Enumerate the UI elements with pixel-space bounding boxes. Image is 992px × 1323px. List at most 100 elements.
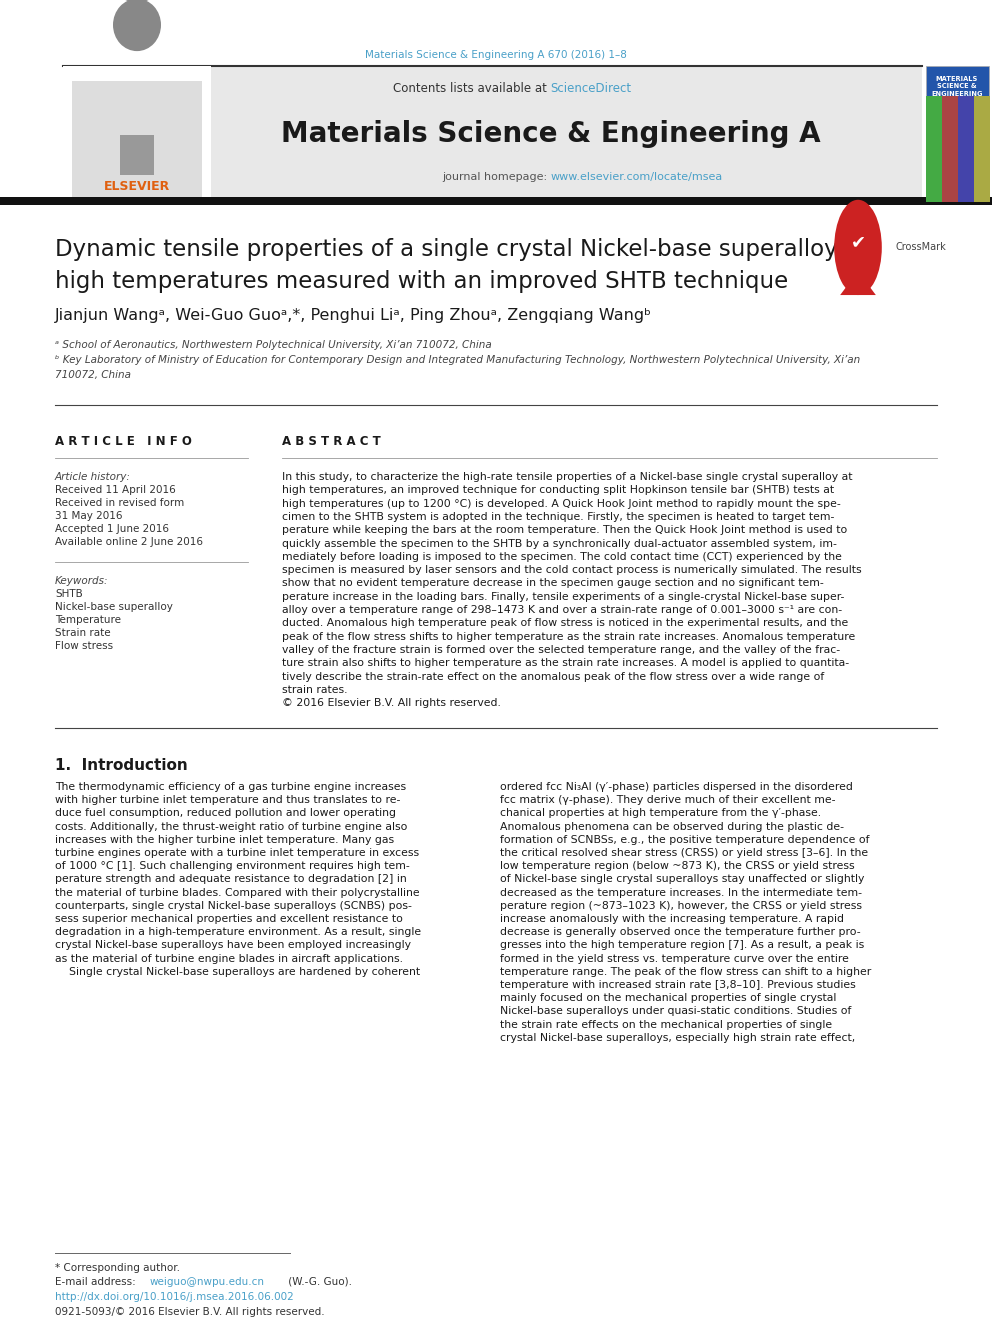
Text: Single crystal Nickel-base superalloys are hardened by coherent: Single crystal Nickel-base superalloys a… [55, 967, 421, 976]
Text: The thermodynamic efficiency of a gas turbine engine increases: The thermodynamic efficiency of a gas tu… [55, 782, 406, 792]
Text: E-mail address:: E-mail address: [55, 1277, 139, 1287]
Text: of 1000 °C [1]. Such challenging environment requires high tem-: of 1000 °C [1]. Such challenging environ… [55, 861, 410, 872]
Text: high temperatures, an improved technique for conducting split Hopkinson tensile : high temperatures, an improved technique… [282, 486, 834, 495]
Bar [958, 97, 974, 202]
Text: increase anomalously with the increasing temperature. A rapid: increase anomalously with the increasing… [500, 914, 844, 923]
Text: 710072, China: 710072, China [55, 370, 131, 380]
Text: crystal Nickel-base superalloys, especially high strain rate effect,: crystal Nickel-base superalloys, especia… [500, 1033, 855, 1043]
Text: Nickel-base superalloy: Nickel-base superalloy [55, 602, 173, 613]
Text: * Corresponding author.: * Corresponding author. [55, 1263, 180, 1273]
Text: crystal Nickel-base superalloys have been employed increasingly: crystal Nickel-base superalloys have bee… [55, 941, 411, 950]
Text: ELSEVIER: ELSEVIER [104, 180, 170, 193]
Text: increases with the higher turbine inlet temperature. Many gas: increases with the higher turbine inlet … [55, 835, 394, 845]
Text: gresses into the high temperature region [7]. As a result, a peak is: gresses into the high temperature region… [500, 941, 864, 950]
Text: Anomalous phenomena can be observed during the plastic de-: Anomalous phenomena can be observed duri… [500, 822, 844, 832]
Text: Available online 2 June 2016: Available online 2 June 2016 [55, 537, 203, 546]
Bar [926, 66, 989, 202]
Ellipse shape [113, 0, 161, 52]
Bar [72, 81, 202, 200]
Text: ✔: ✔ [850, 233, 866, 251]
Text: temperature range. The peak of the flow stress can shift to a higher: temperature range. The peak of the flow … [500, 967, 871, 976]
Text: tively describe the strain-rate effect on the anomalous peak of the flow stress : tively describe the strain-rate effect o… [282, 672, 824, 681]
Text: formation of SCNBSs, e.g., the positive temperature dependence of: formation of SCNBSs, e.g., the positive … [500, 835, 870, 845]
Text: MATERIALS
SCIENCE &
ENGINEERING: MATERIALS SCIENCE & ENGINEERING [931, 75, 983, 97]
Polygon shape [840, 271, 876, 295]
Text: perature region (~873–1023 K), however, the CRSS or yield stress: perature region (~873–1023 K), however, … [500, 901, 862, 910]
Bar [942, 97, 958, 202]
Ellipse shape [834, 200, 882, 295]
Text: Jianjun Wangᵃ, Wei-Guo Guoᵃ,*, Penghui Liᵃ, Ping Zhouᵃ, Zengqiang Wangᵇ: Jianjun Wangᵃ, Wei-Guo Guoᵃ,*, Penghui L… [55, 308, 652, 323]
Text: Dynamic tensile properties of a single crystal Nickel-base superalloy at: Dynamic tensile properties of a single c… [55, 238, 868, 261]
Text: decrease is generally observed once the temperature further pro-: decrease is generally observed once the … [500, 927, 861, 937]
Text: low temperature region (below ~873 K), the CRSS or yield stress: low temperature region (below ~873 K), t… [500, 861, 855, 872]
Text: journal homepage:: journal homepage: [441, 172, 551, 183]
Text: perature strength and adequate resistance to degradation [2] in: perature strength and adequate resistanc… [55, 875, 407, 884]
Text: formed in the yield stress vs. temperature curve over the entire: formed in the yield stress vs. temperatu… [500, 954, 849, 963]
Text: perature while keeping the bars at the room temperature. Then the Quick Hook Joi: perature while keeping the bars at the r… [282, 525, 847, 536]
Text: Nickel-base superalloys under quasi-static conditions. Studies of: Nickel-base superalloys under quasi-stat… [500, 1007, 851, 1016]
Text: ducted. Anomalous high temperature peak of flow stress is noticed in the experim: ducted. Anomalous high temperature peak … [282, 618, 848, 628]
Text: valley of the fracture strain is formed over the selected temperature range, and: valley of the fracture strain is formed … [282, 644, 840, 655]
Text: high temperatures (up to 1200 °C) is developed. A Quick Hook Joint method to rap: high temperatures (up to 1200 °C) is dev… [282, 499, 841, 508]
Text: with higher turbine inlet temperature and thus translates to re-: with higher turbine inlet temperature an… [55, 795, 401, 806]
Text: (W.-G. Guo).: (W.-G. Guo). [285, 1277, 352, 1287]
Ellipse shape [104, 0, 170, 3]
Text: ordered fcc Ni₃Al (γ′-phase) particles dispersed in the disordered: ordered fcc Ni₃Al (γ′-phase) particles d… [500, 782, 853, 792]
Text: weiguo@nwpu.edu.cn: weiguo@nwpu.edu.cn [150, 1277, 265, 1287]
Text: In this study, to characterize the high-rate tensile properties of a Nickel-base: In this study, to characterize the high-… [282, 472, 852, 482]
Text: the material of turbine blades. Compared with their polycrystalline: the material of turbine blades. Compared… [55, 888, 420, 897]
Text: mainly focused on the mechanical properties of single crystal: mainly focused on the mechanical propert… [500, 994, 836, 1003]
Text: © 2016 Elsevier B.V. All rights reserved.: © 2016 Elsevier B.V. All rights reserved… [282, 699, 501, 708]
Text: www.elsevier.com/locate/msea: www.elsevier.com/locate/msea [551, 172, 723, 183]
Text: as the material of turbine engine blades in aircraft applications.: as the material of turbine engine blades… [55, 954, 403, 963]
Text: quickly assemble the specimen to the SHTB by a synchronically dual-actuator asse: quickly assemble the specimen to the SHT… [282, 538, 837, 549]
Text: alloy over a temperature range of 298–1473 K and over a strain-rate range of 0.0: alloy over a temperature range of 298–14… [282, 605, 842, 615]
Text: Materials Science & Engineering A 670 (2016) 1–8: Materials Science & Engineering A 670 (2… [365, 50, 627, 60]
Text: Strain rate: Strain rate [55, 628, 111, 638]
Text: degradation in a high-temperature environment. As a result, single: degradation in a high-temperature enviro… [55, 927, 422, 937]
Bar [63, 66, 211, 202]
Text: Contents lists available at: Contents lists available at [393, 82, 551, 95]
Text: SHTB: SHTB [55, 589, 82, 599]
Text: high temperatures measured with an improved SHTB technique: high temperatures measured with an impro… [55, 270, 789, 292]
Text: show that no evident temperature decrease in the specimen gauge section and no s: show that no evident temperature decreas… [282, 578, 823, 589]
Text: ture strain also shifts to higher temperature as the strain rate increases. A mo: ture strain also shifts to higher temper… [282, 659, 849, 668]
Text: cimen to the SHTB system is adopted in the technique. Firstly, the specimen is h: cimen to the SHTB system is adopted in t… [282, 512, 834, 521]
Text: costs. Additionally, the thrust-weight ratio of turbine engine also: costs. Additionally, the thrust-weight r… [55, 822, 408, 832]
Bar [120, 135, 154, 175]
Text: of Nickel-base single crystal superalloys stay unaffected or slightly: of Nickel-base single crystal superalloy… [500, 875, 864, 884]
Bar [63, 66, 922, 202]
Text: Keywords:: Keywords: [55, 576, 108, 586]
Text: Article history:: Article history: [55, 472, 131, 482]
Text: Materials Science & Engineering A: Materials Science & Engineering A [281, 120, 820, 148]
Bar [974, 97, 990, 202]
Text: ScienceDirect: ScienceDirect [551, 82, 632, 95]
Text: specimen is measured by laser sensors and the cold contact process is numericall: specimen is measured by laser sensors an… [282, 565, 862, 576]
Text: mediately before loading is imposed to the specimen. The cold contact time (CCT): mediately before loading is imposed to t… [282, 552, 842, 562]
Text: CrossMark: CrossMark [896, 242, 946, 253]
Text: turbine engines operate with a turbine inlet temperature in excess: turbine engines operate with a turbine i… [55, 848, 420, 859]
Bar [926, 97, 942, 202]
Text: 1.  Introduction: 1. Introduction [55, 758, 187, 773]
Text: counterparts, single crystal Nickel-base superalloys (SCNBS) pos-: counterparts, single crystal Nickel-base… [55, 901, 412, 910]
Text: perature increase in the loading bars. Finally, tensile experiments of a single-: perature increase in the loading bars. F… [282, 591, 844, 602]
Text: A R T I C L E   I N F O: A R T I C L E I N F O [55, 435, 191, 448]
Text: chanical properties at high temperature from the γ′-phase.: chanical properties at high temperature … [500, 808, 821, 819]
Text: Received 11 April 2016: Received 11 April 2016 [55, 486, 176, 495]
Text: 31 May 2016: 31 May 2016 [55, 511, 122, 521]
Text: Accepted 1 June 2016: Accepted 1 June 2016 [55, 524, 169, 534]
Text: A B S T R A C T: A B S T R A C T [282, 435, 381, 448]
Text: temperature with increased strain rate [3,8–10]. Previous studies: temperature with increased strain rate [… [500, 980, 856, 990]
Text: peak of the flow stress shifts to higher temperature as the strain rate increase: peak of the flow stress shifts to higher… [282, 631, 855, 642]
Text: 0921-5093/© 2016 Elsevier B.V. All rights reserved.: 0921-5093/© 2016 Elsevier B.V. All right… [55, 1307, 324, 1316]
Text: http://dx.doi.org/10.1016/j.msea.2016.06.002: http://dx.doi.org/10.1016/j.msea.2016.06… [55, 1293, 294, 1302]
Text: the critical resolved shear stress (CRSS) or yield stress [3–6]. In the: the critical resolved shear stress (CRSS… [500, 848, 868, 859]
Text: sess superior mechanical properties and excellent resistance to: sess superior mechanical properties and … [55, 914, 403, 923]
Text: Received in revised form: Received in revised form [55, 497, 185, 508]
Text: Flow stress: Flow stress [55, 642, 113, 651]
Text: Temperature: Temperature [55, 615, 121, 624]
Text: fcc matrix (γ-phase). They derive much of their excellent me-: fcc matrix (γ-phase). They derive much o… [500, 795, 835, 806]
Text: ᵇ Key Laboratory of Ministry of Education for Contemporary Design and Integrated: ᵇ Key Laboratory of Ministry of Educatio… [55, 355, 860, 365]
Text: strain rates.: strain rates. [282, 685, 347, 695]
Text: duce fuel consumption, reduced pollution and lower operating: duce fuel consumption, reduced pollution… [55, 808, 396, 819]
